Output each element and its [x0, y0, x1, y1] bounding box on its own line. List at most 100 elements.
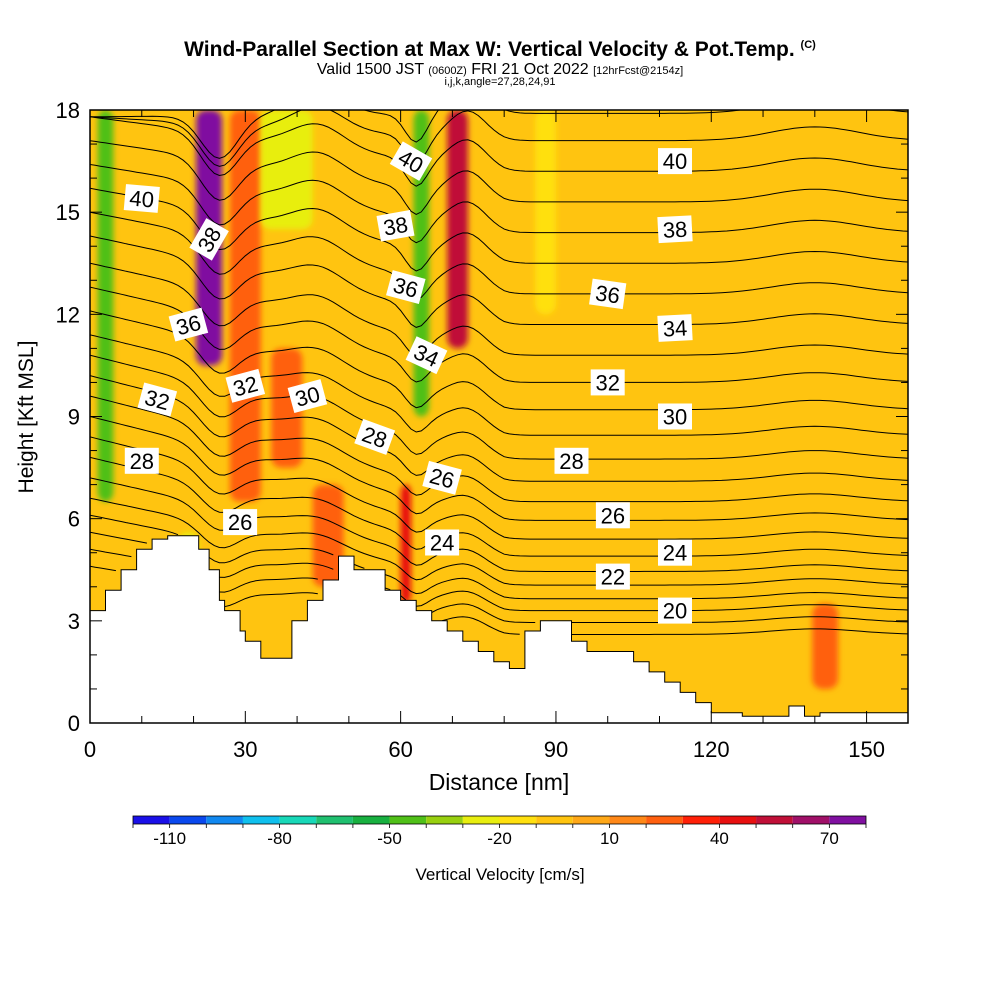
isentrope-label-text: 24 [430, 531, 454, 556]
isentrope-label-box [386, 270, 426, 305]
isentrope-label-box [168, 307, 209, 342]
colorbar: -110 -80 -50 -20 10 40 70 [132, 815, 867, 848]
colorbar-tick-label: 70 [820, 829, 839, 848]
isentrope-line [90, 436, 908, 540]
isentrope-label-box [658, 403, 692, 430]
isentrope-label-text: 28 [559, 449, 583, 474]
isentrope-line [219, 577, 318, 593]
isentrope-label-text: 40 [663, 149, 687, 174]
isentrope-label-box [354, 418, 396, 455]
isentrope-label: 34 [657, 314, 693, 342]
isentrope-label: 24 [658, 539, 692, 566]
colorbar-tick-label: -50 [377, 829, 402, 848]
colorbar-swatch [572, 816, 610, 824]
colorbar-swatch [389, 816, 427, 824]
chart-subtitle: Valid 1500 JST (0600Z) FRI 21 Oct 2022 [… [0, 61, 1000, 79]
velocity-feature-11 [812, 603, 839, 689]
valid-date: FRI 21 Oct 2022 [471, 61, 589, 78]
isentrope-label-text: 38 [662, 217, 688, 243]
isentrope-label-text: 34 [662, 315, 688, 341]
isentrope-label: 28 [554, 447, 589, 474]
colorbar-swatch [316, 816, 353, 824]
isentrope-label: 30 [287, 379, 328, 414]
isentrope-label: 26 [223, 509, 258, 536]
velocity-feature-5 [271, 348, 303, 468]
x-axis: 0 30 60 90 120 150 [84, 110, 885, 762]
velocity-feature-4 [312, 484, 344, 587]
terrain-outline [90, 535, 908, 717]
isentrope-label-box [658, 539, 692, 566]
isentrope-line [90, 395, 908, 503]
isentrope-label-box [124, 447, 159, 474]
isentrope-label-text: 36 [594, 280, 622, 308]
potential-temperature-contours [90, 110, 908, 635]
isentrope-label: 28 [124, 447, 159, 474]
isentrope-label: 32 [225, 368, 266, 403]
isentrope-line [90, 565, 116, 572]
colorbar-swatch [169, 816, 207, 824]
isentrope-line [90, 164, 908, 244]
isentrope-label-box [287, 379, 328, 414]
isentrope-label-text: 20 [663, 599, 687, 624]
isentrope-line [400, 595, 407, 601]
x-tick-label: 30 [233, 737, 257, 762]
colorbar-swatch [646, 816, 683, 824]
isentrope-label: 32 [137, 382, 178, 417]
isentrope-line [571, 616, 908, 623]
isentrope-line [90, 514, 179, 536]
isentrope-label-box [189, 218, 229, 261]
valid-time: Valid 1500 JST [316, 61, 424, 78]
isentrope-line [90, 262, 908, 357]
colorbar-swatch [499, 816, 537, 824]
isentrope-line [90, 375, 908, 482]
y-tick-label: 15 [56, 200, 80, 225]
isentrope-label-box [223, 509, 258, 536]
isentrope-line [353, 563, 365, 569]
colorbar-swatch [206, 816, 243, 824]
colorbar-swatch [462, 816, 500, 824]
isentrope-line [384, 574, 908, 600]
velocity-feature-3 [400, 484, 411, 604]
isentrope-line [90, 548, 132, 558]
colorbar-swatch [719, 816, 757, 824]
x-axis-label: Distance [nm] [429, 769, 570, 795]
x-tick-label: 90 [544, 737, 568, 762]
isentrope-label-box [422, 460, 462, 495]
isentrope-line [90, 310, 908, 411]
isentrope-label-box [657, 215, 693, 244]
isentrope-label: 30 [658, 403, 692, 430]
y-tick-label: 9 [68, 405, 80, 430]
isentrope-line [90, 416, 908, 521]
isentrope-label-box [225, 368, 266, 403]
velocity-feature-7 [260, 110, 313, 230]
isentrope-label-text: 24 [663, 541, 687, 566]
grid-indices: i,j,k,angle=27,28,24,91 [444, 76, 556, 88]
velocity-feature-6 [97, 110, 114, 502]
isentrope-line [90, 531, 147, 544]
isentrope-label: 38 [376, 210, 415, 242]
velocity-feature-2 [447, 110, 468, 349]
colorbar-swatch [536, 816, 573, 824]
isentrope-label-box [123, 184, 160, 213]
isentrope-label-text: 30 [663, 405, 687, 430]
x-tick-label: 150 [848, 737, 885, 762]
isentrope-label-box [657, 314, 693, 342]
isentrope-label-text: 26 [601, 503, 625, 528]
isentrope-label-text: 22 [601, 565, 625, 590]
isentrope-line [90, 140, 908, 215]
colorbar-label: Vertical Velocity [cm/s] [415, 865, 584, 884]
isentrope-line [90, 334, 908, 436]
isentrope-label: 38 [657, 215, 693, 244]
colorbar-swatch [829, 816, 866, 824]
isentrope-line [90, 235, 908, 328]
y-tick-label: 3 [68, 609, 80, 634]
terrain [90, 535, 908, 723]
y-axis-label: Height [Kft MSL] [15, 341, 38, 494]
colorbar-tick-label: -110 [153, 829, 186, 848]
isentrope-label-box [405, 336, 448, 375]
isentrope-label-box [595, 563, 630, 590]
